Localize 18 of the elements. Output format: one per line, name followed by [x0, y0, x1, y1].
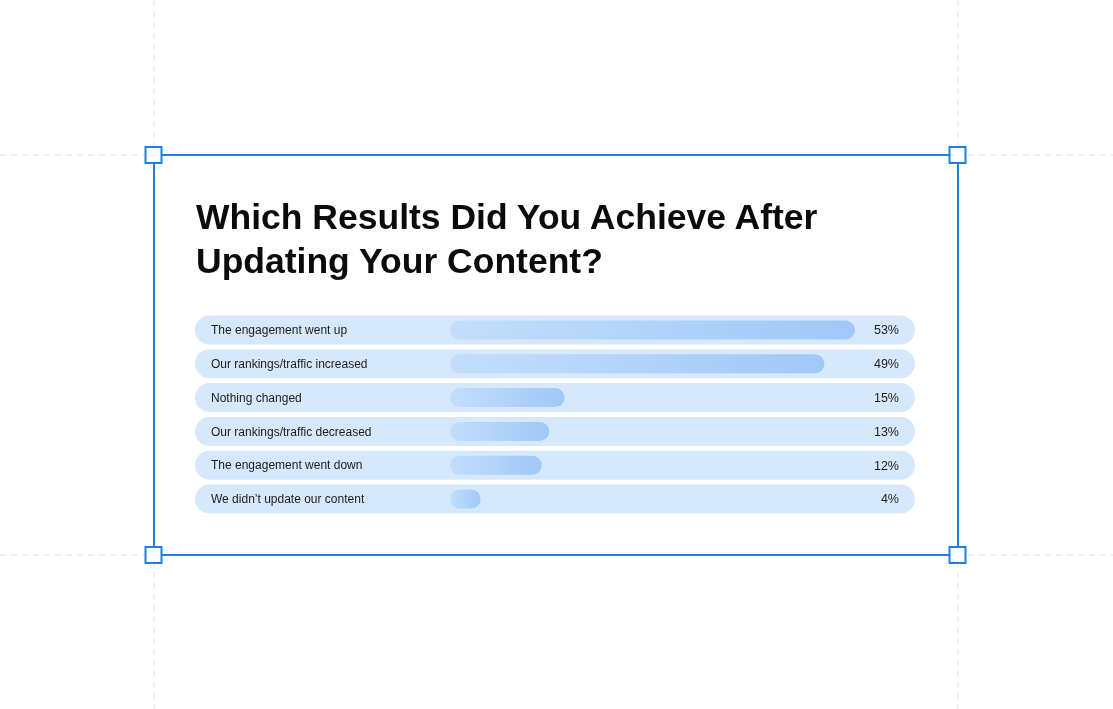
data-label: 12%	[873, 458, 899, 473]
bar	[450, 455, 542, 475]
data-label: 4%	[880, 492, 899, 507]
data-label: 15%	[873, 390, 899, 405]
y-tick-label: We didn’t update our content	[211, 492, 365, 507]
bar	[450, 388, 565, 408]
y-tick-label: Our rankings/traffic decreased	[211, 424, 372, 439]
bar	[450, 354, 825, 374]
y-tick-label: The engagement went down	[211, 458, 363, 473]
bar	[450, 320, 855, 340]
y-tick-label: Nothing changed	[211, 390, 302, 405]
data-label: 53%	[873, 323, 899, 338]
y-tick-label: Our rankings/traffic increased	[211, 357, 368, 371]
data-label: 49%	[873, 357, 899, 372]
y-tick-label: The engagement went up	[211, 323, 348, 338]
chart-title: Which Results Did You Achieve After Updating Your Content?	[196, 197, 818, 281]
data-label: 13%	[873, 424, 899, 439]
bar	[450, 421, 550, 441]
